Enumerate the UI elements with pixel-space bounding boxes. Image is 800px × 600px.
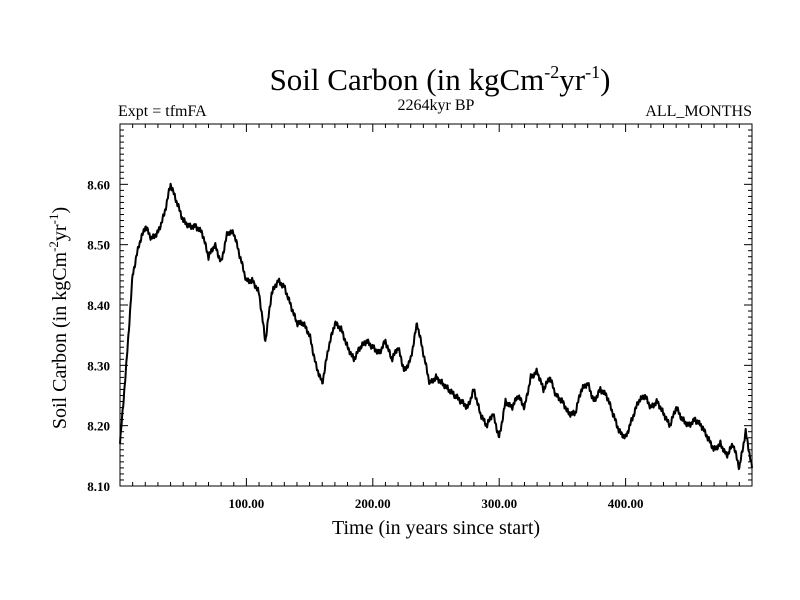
months-label: ALL_MONTHS xyxy=(645,103,752,120)
y-axis-ticks xyxy=(120,129,752,481)
y-axis-label: Soil Carbon (in kgCm-2yr-1) xyxy=(46,207,71,429)
y-tick-label: 8.40 xyxy=(87,298,110,313)
period-label: 2264kyr BP xyxy=(398,97,475,114)
chart-title: Soil Carbon (in kgCm-2yr-1) xyxy=(270,62,611,97)
x-axis-tick-labels: 100.00 200.00 300.00 400.00 xyxy=(229,496,644,511)
x-axis-label: Time (in years since start) xyxy=(332,517,540,539)
y-tick-label: 8.10 xyxy=(87,479,110,494)
y-tick-label: 8.60 xyxy=(87,177,110,192)
y-tick-label: 8.20 xyxy=(87,419,110,434)
x-tick-label: 100.00 xyxy=(229,496,265,511)
y-axis-tick-labels: 8.10 8.20 8.30 8.40 8.50 8.60 xyxy=(87,177,110,494)
soil-carbon-series-line xyxy=(119,182,753,471)
y-tick-label: 8.50 xyxy=(87,238,110,253)
y-tick-label: 8.30 xyxy=(87,358,110,373)
x-axis-ticks xyxy=(132,124,740,486)
x-tick-label: 300.00 xyxy=(481,496,517,511)
x-tick-label: 200.00 xyxy=(355,496,391,511)
plot-frame xyxy=(119,123,753,487)
experiment-label: Expt = tfmFA xyxy=(118,103,207,120)
x-tick-label: 400.00 xyxy=(608,496,644,511)
